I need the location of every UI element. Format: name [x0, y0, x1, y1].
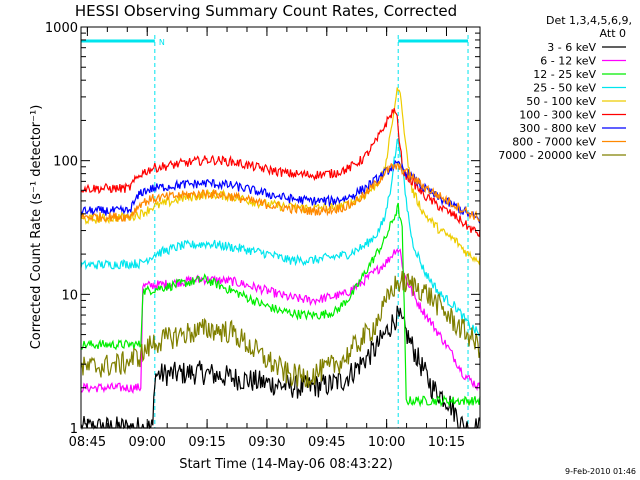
x-tick-label: 09:45 [308, 435, 345, 450]
x-axis-title: Start Time (14-May-06 08:43:22) [179, 457, 393, 472]
legend-item-50-100-kev: 50 - 100 keV [526, 95, 596, 108]
y-tick-label: 1000 [45, 21, 78, 36]
legend-item-12-25-kev: 12 - 25 keV [533, 68, 596, 81]
series-7000-20000-kev-line [80, 270, 481, 388]
legend-item-100-300-kev: 100 - 300 keV [519, 109, 596, 122]
legend-item-3-6-kev: 3 - 6 keV [547, 41, 596, 54]
chart-title: HESSI Observing Summary Count Rates, Cor… [75, 2, 457, 20]
x-tick-label: 10:15 [428, 435, 465, 450]
y-tick-label: 100 [53, 155, 78, 170]
legend-header-line-2: Att 0 [600, 27, 626, 40]
series-800-7000-kev-line [80, 162, 481, 223]
series-100-300-kev-line [80, 108, 481, 238]
x-tick-label: 09:00 [128, 435, 165, 450]
night-marker-label: N [159, 38, 165, 47]
y-tick-label: 1 [70, 422, 78, 437]
series-50-100-kev-line [80, 87, 481, 266]
legend-item-300-800-kev: 300 - 800 keV [519, 122, 596, 135]
x-tick-label: 10:00 [368, 435, 405, 450]
x-tick-label: 08:45 [69, 435, 106, 450]
legend-item-800-7000-kev: 800 - 7000 keV [512, 136, 596, 149]
series-12-25-kev-line [80, 202, 481, 408]
plot-data: N [80, 35, 481, 431]
footer-timestamp: 9-Feb-2010 01:46 [565, 467, 636, 476]
y-tick-label: 10 [61, 288, 78, 303]
legend-header-line-1: Det 1,3,4,5,6,9, [546, 14, 632, 27]
plot-frame [80, 26, 481, 429]
x-tick-label: 09:15 [188, 435, 225, 450]
legend-item-6-12-kev: 6 - 12 keV [540, 55, 596, 68]
series-25-50-kev-line [80, 137, 481, 337]
x-tick-label: 09:30 [248, 435, 285, 450]
legend-item-7000-20000-kev: 7000 - 20000 keV [498, 149, 596, 162]
legend-item-25-50-kev: 25 - 50 keV [533, 82, 596, 95]
y-axis-title: Corrected Count Rate (s⁻¹ detector⁻¹) [29, 105, 44, 350]
